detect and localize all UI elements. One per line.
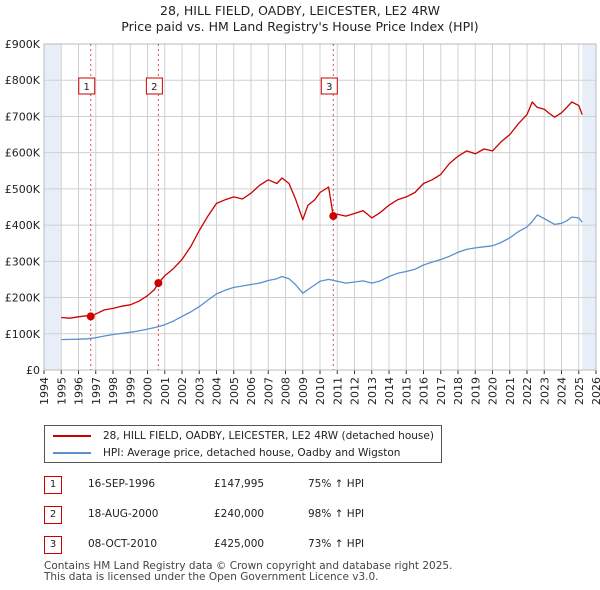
x-tick-label: 2018	[452, 377, 465, 405]
y-tick-label: £300K	[5, 255, 41, 268]
x-tick-label: 2012	[349, 377, 362, 405]
transaction-date: 16-SEP-1996	[88, 478, 156, 490]
transaction-date: 18-AUG-2000	[88, 508, 159, 520]
x-tick-label: 2019	[469, 377, 482, 405]
x-tick-label: 1997	[90, 377, 103, 405]
x-tick-label: 2007	[262, 377, 275, 405]
x-tick-label: 2001	[159, 377, 172, 405]
x-tick-label: 1999	[124, 377, 137, 405]
y-tick-label: £600K	[5, 147, 41, 160]
x-tick-label: 1994	[38, 377, 51, 405]
x-tick-label: 2014	[383, 377, 396, 405]
table-row: 1 16-SEP-1996 £147,995 75% ↑ HPI	[44, 476, 444, 496]
x-tick-label: 1998	[107, 377, 120, 405]
chart-subtitle: Price paid vs. HM Land Registry's House …	[121, 19, 479, 34]
transaction-price: £147,995	[214, 478, 265, 490]
x-tick-label: 2002	[176, 377, 189, 405]
transaction-point	[86, 312, 95, 321]
x-tick-label: 2003	[193, 377, 206, 405]
x-tick-label: 2024	[556, 377, 569, 405]
shaded-region	[582, 44, 596, 370]
hpi-line	[61, 214, 583, 341]
transaction-badge: 2	[44, 506, 62, 524]
footer: Contains HM Land Registry data © Crown c…	[44, 561, 452, 583]
footer-line-1: Contains HM Land Registry data © Crown c…	[44, 560, 453, 572]
x-tick-label: 2004	[211, 377, 224, 405]
transaction-label: 3	[326, 82, 332, 93]
footer-line-2: This data is licensed under the Open Gov…	[44, 571, 379, 583]
x-tick-label: 2023	[538, 377, 551, 405]
legend-swatch-property	[53, 435, 91, 437]
legend-swatch-hpi	[53, 452, 91, 454]
transaction-label-box	[78, 77, 96, 95]
transaction-hpi: 75% ↑ HPI	[308, 478, 365, 490]
y-tick-label: £100K	[5, 328, 41, 341]
legend: 28, HILL FIELD, OADBY, LEICESTER, LE2 4R…	[44, 425, 442, 463]
x-tick-label: 2017	[435, 377, 448, 405]
x-tick-label: 2009	[297, 377, 310, 405]
transaction-point	[154, 279, 163, 288]
x-tick-label: 2006	[245, 377, 258, 405]
transaction-label-box	[320, 77, 338, 95]
price-chart: £0 £100K £200K £300K £400K £500K £600K £700K £80…	[5, 38, 600, 405]
y-tick-label: £700K	[5, 110, 41, 123]
y-tick-label: £200K	[5, 292, 41, 305]
x-tick-label: 1995	[55, 377, 68, 405]
table-row: 3 08-OCT-2010 £425,000 73% ↑ HPI	[44, 536, 444, 556]
x-tick-label: 2020	[487, 377, 500, 405]
x-tick-label: 2013	[366, 377, 379, 405]
x-tick-label: 2011	[331, 377, 344, 405]
transaction-date: 08-OCT-2010	[88, 538, 157, 550]
x-tick-label: 2021	[504, 377, 517, 405]
x-tick-label: 2015	[400, 377, 413, 405]
transaction-badge: 1	[44, 476, 62, 494]
x-tick-label: 1996	[73, 377, 86, 405]
transaction-label-box	[145, 77, 163, 95]
transaction-label: 2	[151, 82, 157, 93]
plot-frame	[43, 43, 597, 371]
property-price-line	[61, 101, 583, 319]
transaction-badge: 3	[44, 536, 62, 554]
transaction-point	[329, 212, 338, 221]
transaction-label: 1	[84, 82, 90, 93]
legend-item-hpi: HPI: Average price, detached house, Oadb…	[53, 445, 400, 461]
x-tick-label: 2016	[418, 377, 431, 405]
transaction-hpi: 73% ↑ HPI	[308, 538, 365, 550]
y-tick-label: £400K	[5, 219, 41, 232]
x-tick-label: 2022	[521, 377, 534, 405]
y-tick-label: £900K	[5, 38, 41, 51]
y-tick-label: £500K	[5, 183, 41, 196]
legend-label-hpi: HPI: Average price, detached house, Oadb…	[103, 447, 401, 459]
y-tick-label: £800K	[5, 74, 41, 87]
legend-item-property: 28, HILL FIELD, OADBY, LEICESTER, LE2 4R…	[53, 428, 434, 444]
x-tick-label: 2005	[228, 377, 241, 405]
table-row: 2 18-AUG-2000 £240,000 98% ↑ HPI	[44, 506, 444, 526]
x-tick-label: 2008	[280, 377, 293, 405]
shaded-region	[44, 44, 62, 370]
transaction-price: £240,000	[214, 508, 265, 520]
transaction-price: £425,000	[214, 538, 265, 550]
x-tick-label: 2010	[314, 377, 327, 405]
y-tick-label: £0	[26, 364, 40, 377]
chart-title: 28, HILL FIELD, OADBY, LEICESTER, LE2 4R…	[160, 3, 440, 18]
x-tick-label: 2000	[142, 377, 155, 405]
transaction-hpi: 98% ↑ HPI	[308, 508, 365, 520]
legend-label-property: 28, HILL FIELD, OADBY, LEICESTER, LE2 4R…	[103, 430, 434, 442]
x-tick-label: 2025	[573, 377, 586, 405]
x-tick-label: 2026	[590, 377, 600, 405]
